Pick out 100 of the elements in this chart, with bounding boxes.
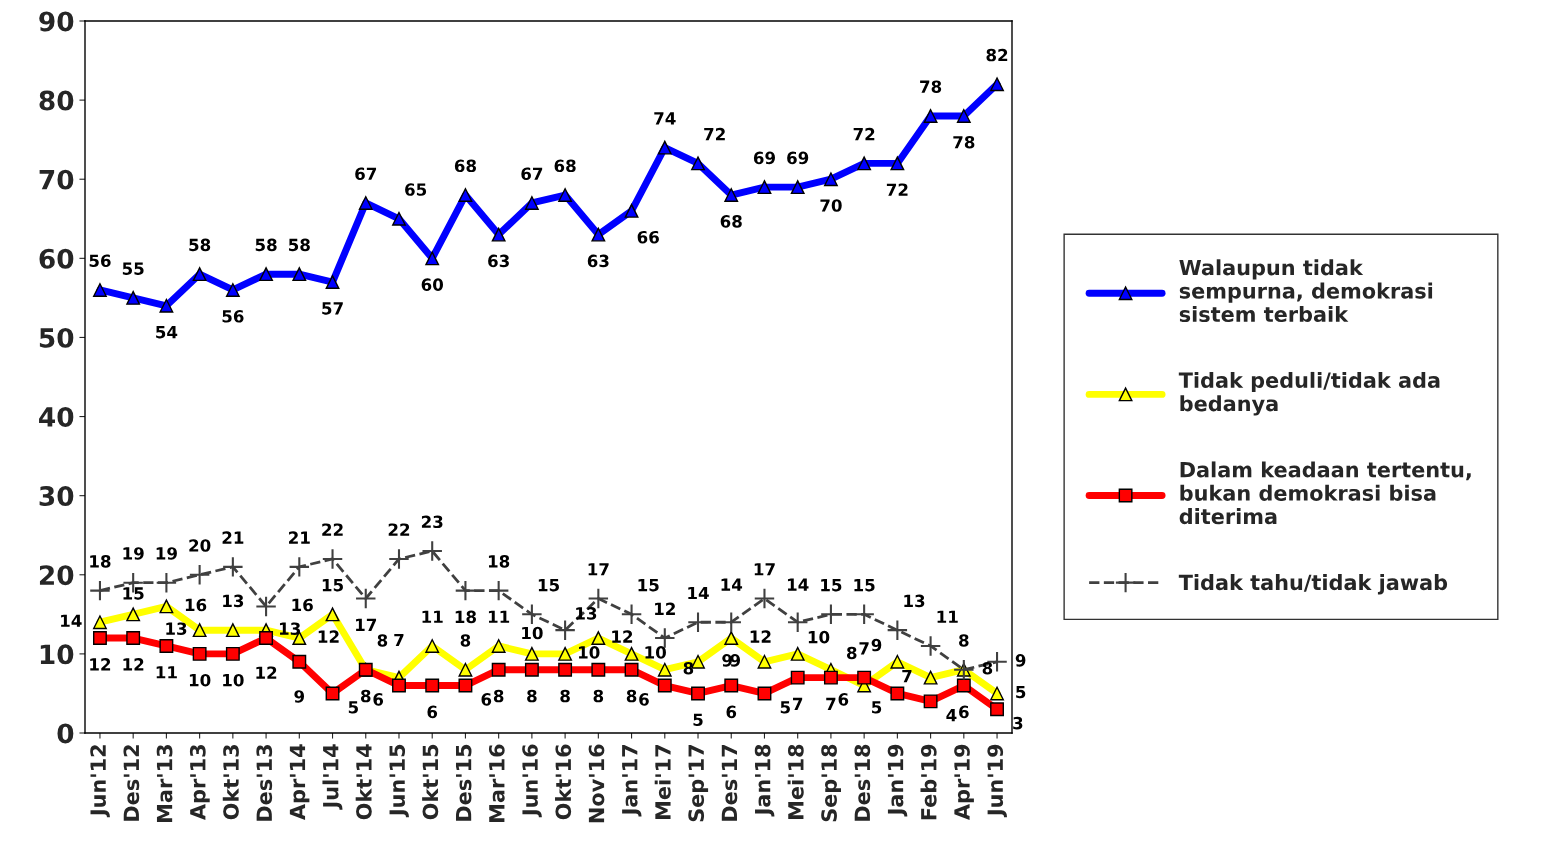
data-label: 60 — [421, 278, 444, 291]
legend-label: Dalam keadaan tertentu, bukan demokrasi bisa diterima — [1179, 461, 1471, 525]
data-label: 8 — [493, 689, 504, 703]
data-label: 9 — [871, 638, 882, 652]
x-tick-label: Feb'19 — [920, 744, 937, 820]
point — [923, 670, 938, 685]
point — [956, 108, 971, 123]
point — [421, 540, 443, 562]
x-tick-label: Apr'19 — [954, 744, 974, 820]
y-tick-label: 90 — [39, 11, 74, 32]
point — [159, 298, 174, 313]
data-label: 68 — [720, 215, 742, 228]
point — [388, 548, 410, 570]
data-label: 8 — [959, 634, 969, 647]
x-tick-label: Des'17 — [721, 745, 738, 821]
point — [591, 631, 606, 646]
x-tick-label: Apr'14 — [289, 744, 310, 820]
data-label: 14 — [721, 578, 743, 591]
y-tick-label: 70 — [39, 169, 74, 190]
data-label: 6 — [959, 705, 969, 719]
point — [93, 631, 107, 646]
data-label: 8 — [626, 689, 637, 703]
x-tick-label: Jun'19 — [987, 744, 1007, 818]
data-label: 22 — [322, 523, 343, 536]
point — [192, 646, 207, 661]
point — [620, 603, 643, 626]
data-label: 7 — [394, 633, 404, 647]
point — [487, 579, 510, 602]
point — [624, 203, 639, 218]
point — [524, 196, 539, 210]
point — [454, 579, 477, 602]
point — [890, 686, 905, 701]
y-tick-label: 40 — [39, 407, 74, 427]
data-label: 9 — [722, 654, 732, 667]
data-label: 3 — [1013, 716, 1023, 730]
x-tick-label: Apr'13 — [189, 745, 210, 820]
data-label: 9 — [730, 654, 741, 667]
point — [691, 654, 705, 669]
point — [321, 548, 344, 570]
point — [757, 654, 772, 669]
x-tick-label: Des'13 — [256, 745, 273, 821]
point — [126, 290, 141, 305]
point — [159, 639, 174, 653]
point — [720, 611, 742, 634]
data-label: 8 — [593, 689, 604, 703]
y-tick-label: 30 — [39, 486, 74, 507]
data-label: 19 — [123, 547, 144, 560]
point — [657, 140, 672, 155]
point — [225, 623, 240, 638]
point — [491, 227, 506, 242]
point — [724, 678, 739, 693]
point — [392, 678, 406, 693]
data-label: 5 — [348, 701, 358, 714]
data-label: 12 — [655, 602, 675, 615]
x-tick-label: Mei'18 — [787, 744, 804, 819]
point — [93, 615, 107, 630]
point — [919, 635, 942, 657]
data-label: 5 — [1016, 685, 1026, 699]
data-label: 68 — [554, 159, 576, 173]
data-label: 15 — [123, 587, 144, 600]
point — [757, 180, 772, 195]
data-label: 6 — [373, 693, 384, 706]
data-label: 10 — [189, 673, 211, 687]
point — [93, 283, 107, 297]
x-tick-label: Des'12 — [123, 745, 140, 821]
data-label: 70 — [820, 199, 842, 212]
y-tick-label: 50 — [39, 327, 74, 348]
data-label: 58 — [189, 238, 211, 252]
data-label: 18 — [488, 555, 510, 568]
point — [325, 275, 340, 290]
data-label: 6 — [726, 705, 737, 719]
data-label: 6 — [481, 693, 492, 706]
point — [425, 639, 440, 653]
data-label: 58 — [289, 238, 310, 252]
data-label: 68 — [454, 159, 476, 173]
data-label: 7 — [793, 697, 803, 710]
point — [823, 670, 838, 685]
data-label: 23 — [421, 515, 443, 529]
data-label: 6 — [639, 693, 649, 706]
point — [790, 646, 805, 661]
point — [890, 654, 905, 669]
point — [425, 678, 440, 693]
data-label: 7 — [902, 670, 912, 683]
point — [458, 678, 473, 693]
x-tick-label: Jun'16 — [522, 744, 542, 818]
data-label: 14 — [787, 578, 809, 591]
data-label: 5 — [693, 713, 703, 727]
data-label: 56 — [222, 310, 244, 323]
data-label: 10 — [223, 673, 244, 687]
y-tick-label: 80 — [39, 90, 74, 111]
point — [990, 686, 1004, 701]
x-tick-label: Mei'17 — [654, 745, 671, 819]
point — [222, 556, 244, 578]
data-label: 8 — [527, 689, 537, 703]
x-tick-label: Sep'17 — [688, 745, 709, 822]
data-label: 17 — [588, 563, 609, 576]
data-label: 7 — [859, 642, 869, 655]
point — [956, 678, 971, 693]
point — [188, 564, 211, 586]
data-label: 6 — [427, 705, 438, 719]
